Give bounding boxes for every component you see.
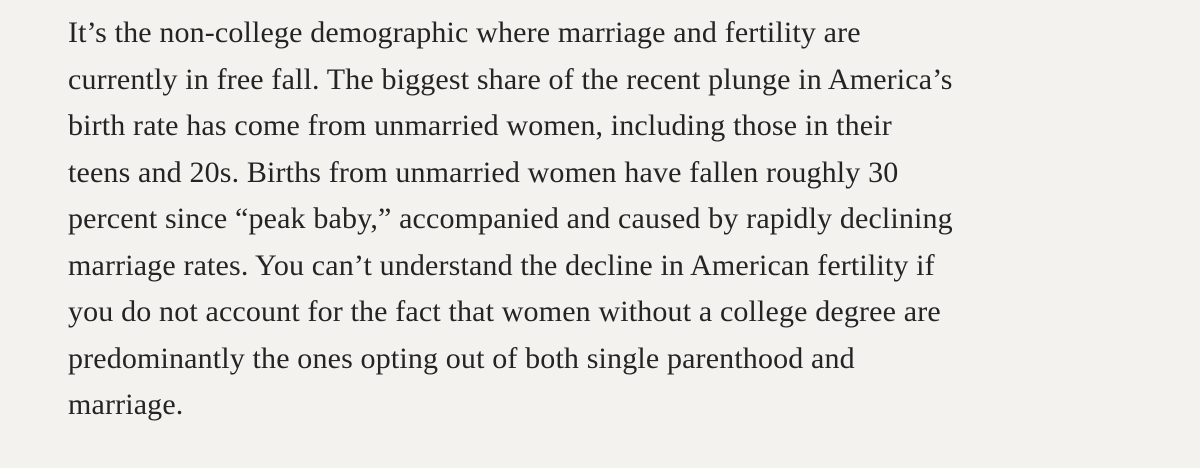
text-line: percent since “peak baby,” accompanied a…: [68, 202, 953, 235]
text-line: marriage.: [68, 388, 184, 421]
text-line: It’s the non-college demographic where m…: [68, 16, 861, 49]
text-line: teens and 20s. Births from unmarried wom…: [68, 155, 899, 189]
text-line: predominantly the ones opting out of bot…: [68, 341, 855, 375]
article-paragraph: It’s the non-college demographic where m…: [68, 10, 1188, 429]
text-line: marriage rates. You can’t understand the…: [68, 248, 935, 282]
text-line: you do not account for the fact that wom…: [68, 295, 941, 328]
text-line: currently in free fall. The biggest shar…: [68, 62, 953, 96]
text-line: birth rate has come from unmarried women…: [68, 109, 892, 142]
